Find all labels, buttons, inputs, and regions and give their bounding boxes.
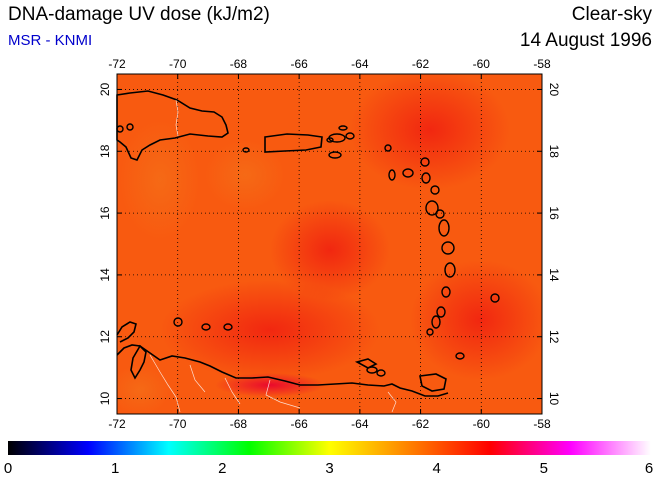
island	[455, 352, 465, 360]
colorbar-tick-label: 0	[4, 460, 12, 477]
island	[444, 262, 456, 278]
map-title: DNA-damage UV dose (kJ/m2)	[8, 4, 270, 25]
lat-label-right: 12	[547, 330, 561, 344]
lat-label-left: 12	[98, 330, 112, 344]
island	[430, 185, 440, 195]
island	[338, 125, 348, 131]
island	[126, 123, 134, 131]
coast-maracaibo	[130, 344, 147, 380]
island	[223, 323, 233, 331]
lon-label-bottom: -66	[290, 417, 308, 431]
lon-label-top: -68	[230, 57, 248, 71]
lon-label-top: -58	[533, 57, 551, 71]
lat-label-right: 18	[547, 145, 561, 159]
island	[173, 317, 183, 327]
lon-label-bottom: -62	[412, 417, 430, 431]
island	[441, 286, 451, 298]
island	[436, 306, 446, 318]
lon-label-bottom: -64	[351, 417, 369, 431]
island	[201, 323, 211, 331]
coast-hispaniola	[116, 90, 229, 161]
island	[402, 168, 414, 178]
lat-label-left: 20	[98, 82, 112, 96]
lat-label-right: 16	[547, 206, 561, 220]
island	[426, 328, 434, 336]
lon-label-top: -70	[169, 57, 187, 71]
coast-guajira	[116, 321, 137, 343]
colorbar-tick-label: 2	[218, 460, 226, 477]
coast-trinidad	[419, 373, 447, 392]
colorbar-tick-label: 1	[111, 460, 119, 477]
latitude-labels: 10 10 12 12 14 14 16 16 18 18 20 20	[98, 82, 561, 405]
borders	[149, 99, 397, 413]
island	[384, 144, 392, 152]
lat-label-right: 20	[547, 83, 561, 97]
island	[425, 200, 439, 216]
island	[328, 151, 342, 159]
lon-label-bottom: -70	[169, 417, 187, 431]
lat-label-left: 14	[98, 268, 112, 282]
lat-label-left: 10	[98, 392, 112, 406]
island	[490, 293, 500, 303]
lon-label-top: -64	[351, 57, 369, 71]
graticule	[117, 74, 542, 414]
uv-field	[117, 74, 542, 414]
coast-margarita	[354, 358, 378, 369]
island	[441, 241, 455, 255]
island	[366, 366, 378, 374]
lat-label-right: 14	[547, 268, 561, 282]
colorbar-tick-label: 3	[325, 460, 333, 477]
lat-label-left: 18	[98, 144, 112, 158]
lon-label-top: -72	[108, 57, 126, 71]
lat-label-right: 10	[547, 392, 561, 406]
colorbar-tick-label: 4	[432, 460, 440, 477]
coast-venezuela	[116, 344, 449, 397]
lon-label-bottom: -72	[108, 417, 126, 431]
island	[326, 137, 334, 143]
map-date: 14 August 1996	[519, 30, 652, 51]
lon-label-top: -66	[290, 57, 308, 71]
colorbar-ticks: 0 1 2 3 4 5 6	[4, 460, 653, 477]
colorbar-tick-label: 6	[645, 460, 653, 477]
lon-label-top: -60	[473, 57, 491, 71]
island	[438, 219, 450, 237]
lon-label-bottom: -58	[533, 417, 551, 431]
longitude-labels: -72 -72 -70 -70 -68 -68 -66 -66 -64 -64 -62 -62 -60 -…	[108, 57, 551, 431]
island	[242, 147, 250, 153]
island	[435, 209, 445, 219]
sky-condition: Clear-sky	[571, 4, 652, 25]
island	[376, 369, 386, 377]
coast-puerto-rico	[264, 133, 323, 153]
island	[420, 157, 430, 167]
coastlines	[116, 90, 449, 397]
frame-ticks	[116, 74, 543, 414]
lon-label-bottom: -68	[230, 417, 248, 431]
colorbar	[8, 441, 651, 455]
island	[388, 169, 396, 181]
lon-label-bottom: -60	[473, 417, 491, 431]
map-source: MSR - KNMI	[8, 32, 93, 49]
map-frame	[116, 73, 543, 415]
colorbar-tick-label: 5	[540, 460, 548, 477]
lat-label-left: 16	[98, 206, 112, 220]
lon-label-top: -62	[412, 57, 430, 71]
island	[345, 132, 355, 140]
island	[421, 172, 431, 184]
island	[431, 315, 441, 329]
